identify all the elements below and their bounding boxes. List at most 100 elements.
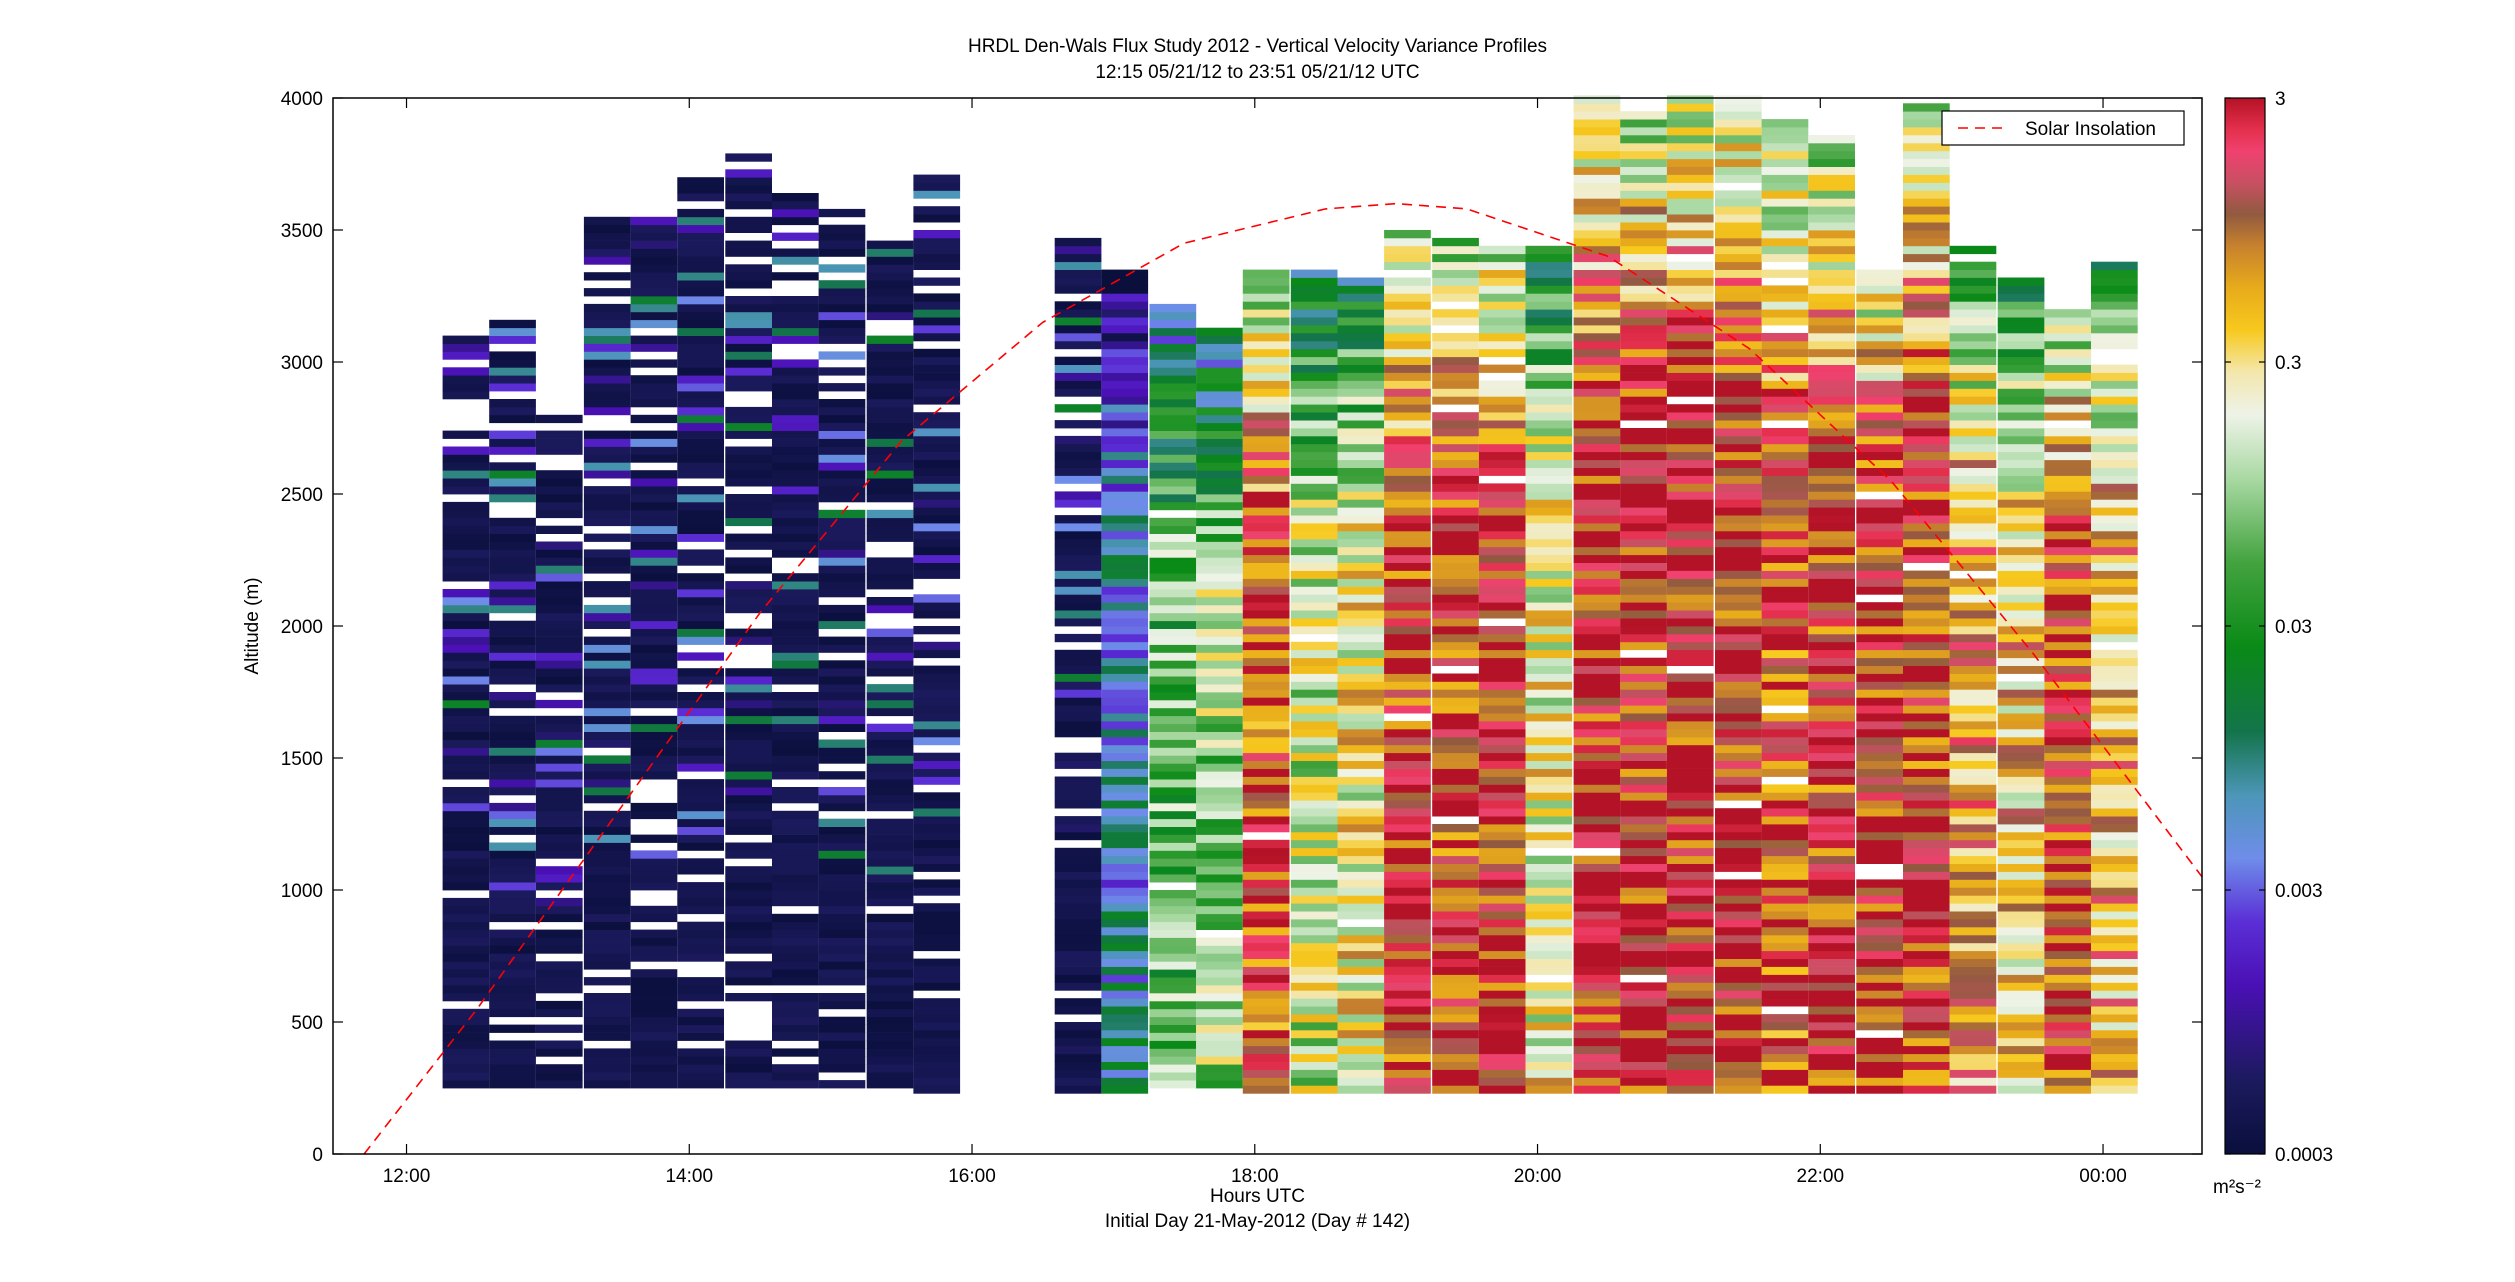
heatmap-cell [1478, 325, 1526, 334]
heatmap-cell [818, 834, 866, 843]
heatmap-cell [1196, 1008, 1243, 1018]
heatmap-cell [677, 929, 724, 938]
heatmap-cell [535, 446, 583, 455]
heatmap-cell [1666, 325, 1714, 334]
heatmap-cell [677, 399, 724, 408]
heatmap-cell [1337, 467, 1385, 476]
heatmap-cell [489, 739, 536, 748]
heatmap-cell [1478, 729, 1526, 738]
heatmap-cell [1149, 1048, 1197, 1057]
heatmap-cell [630, 343, 678, 352]
heatmap-cell [1384, 974, 1431, 983]
heatmap-cell [1949, 578, 1997, 587]
heatmap-cell [1997, 879, 2045, 888]
heatmap-cell [1997, 578, 2045, 587]
heatmap-cell [1337, 713, 1385, 722]
heatmap-cell [1903, 317, 1950, 326]
heatmap-cell [1666, 198, 1714, 207]
heatmap-cell [1337, 1037, 1385, 1047]
heatmap-cell [1478, 285, 1526, 294]
heatmap-cell [1384, 649, 1431, 659]
heatmap-cell [1525, 420, 1573, 429]
heatmap-cell [1666, 808, 1714, 817]
heatmap-cell [1290, 301, 1338, 310]
heatmap-cell [1242, 610, 1290, 619]
heatmap-cell [1715, 396, 1762, 405]
heatmap-cell [1242, 340, 1290, 350]
heatmap-cell [2044, 317, 2092, 326]
heatmap-cell [1337, 792, 1385, 801]
heatmap-cell [1949, 649, 1997, 659]
heatmap-cell [1808, 515, 1855, 524]
heatmap-cell [1478, 412, 1526, 421]
heatmap-cell [1949, 633, 1997, 643]
heatmap-cell [489, 573, 536, 582]
heatmap-cell [630, 628, 678, 637]
heatmap-cell [1856, 729, 1903, 738]
heatmap-cell [583, 272, 631, 281]
heatmap-cell [1761, 1077, 1809, 1086]
heatmap-cell [1997, 356, 2045, 365]
heatmap-cell [1573, 744, 1621, 754]
heatmap-cell [913, 507, 961, 516]
heatmap-cell [1808, 800, 1855, 809]
heatmap-cell [535, 1000, 583, 1010]
heatmap-cell [1573, 673, 1621, 682]
y-tick-label: 1500 [281, 749, 323, 770]
heatmap-cell [1949, 372, 1997, 381]
heatmap-cell [1525, 958, 1573, 967]
heatmap-cell [630, 929, 678, 938]
heatmap-cell [1856, 1014, 1903, 1023]
heatmap-cell [818, 921, 866, 930]
x-tick-label: 00:00 [2079, 1166, 2127, 1187]
heatmap-cell [913, 776, 961, 785]
heatmap-cell [1573, 594, 1621, 603]
heatmap-cell [1997, 784, 2045, 793]
heatmap-cell [1242, 1069, 1290, 1078]
heatmap-cell [1949, 879, 1997, 888]
heatmap-cell [1149, 763, 1197, 772]
heatmap-cell [772, 1008, 819, 1018]
heatmap-cell [1997, 713, 2045, 722]
heatmap-cell [630, 216, 678, 226]
heatmap-cell [1290, 966, 1338, 975]
heatmap-cell [2091, 760, 2138, 769]
heatmap-cell [489, 549, 536, 558]
heatmap-cell [1666, 158, 1714, 167]
heatmap-cell [725, 636, 772, 645]
heatmap-cell [1337, 356, 1385, 365]
heatmap-cell [1620, 594, 1667, 603]
heatmap-cell [1054, 752, 1102, 761]
heatmap-cell [1242, 475, 1290, 484]
heatmap-cell [1290, 372, 1338, 381]
heatmap-cell [583, 890, 631, 899]
heatmap-cell [1149, 692, 1197, 701]
heatmap-cell [1573, 610, 1621, 619]
heatmap-cell [1525, 388, 1573, 397]
heatmap-cell [1149, 897, 1197, 907]
heatmap-cell [1054, 721, 1102, 730]
heatmap-cell [1997, 420, 2045, 429]
heatmap-cell [583, 1016, 631, 1025]
heatmap-cell [725, 375, 772, 384]
heatmap-cell [1290, 942, 1338, 952]
heatmap-cell [913, 768, 961, 777]
heatmap-cell [913, 174, 961, 183]
heatmap-cell [1573, 760, 1621, 769]
heatmap-cell [1054, 863, 1102, 872]
heatmap-cell [1101, 657, 1149, 666]
heatmap-cell [1384, 990, 1431, 999]
heatmap-cell [630, 969, 678, 978]
heatmap-cell [1384, 348, 1431, 358]
heatmap-cell [1054, 689, 1102, 698]
heatmap-cell [725, 240, 772, 249]
heatmap-cell [1856, 681, 1903, 690]
heatmap-cell [1666, 752, 1714, 761]
heatmap-cell [1666, 673, 1714, 682]
heatmap-cell [1666, 95, 1714, 104]
heatmap-cell [725, 224, 772, 233]
heatmap-cell [1149, 842, 1197, 851]
heatmap-cell [442, 383, 490, 392]
chart-title: HRDL Den-Wals Flux Study 2012 - Vertical… [967, 36, 1548, 57]
heatmap-cell [1856, 356, 1903, 365]
